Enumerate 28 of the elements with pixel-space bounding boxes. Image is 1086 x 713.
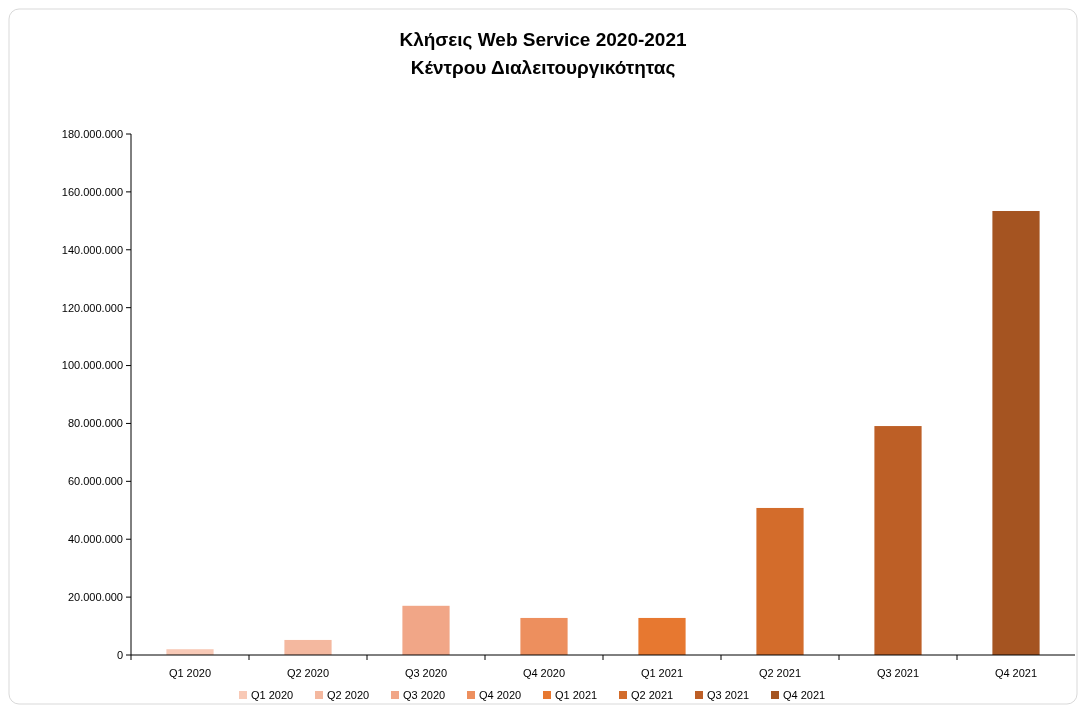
chart-subtitle: Κέντρου Διαλειτουργικότητας xyxy=(410,57,676,78)
legend-label: Q2 2021 xyxy=(631,688,674,701)
legend-label: Q4 2021 xyxy=(783,688,826,701)
y-tick-label: 160.000.000 xyxy=(61,185,123,198)
x-tick-label: Q1 2021 xyxy=(640,667,684,679)
y-tick-label: 140.000.000 xyxy=(61,243,123,256)
x-tick-label: Q4 2021 xyxy=(994,667,1038,679)
x-tick-label: Q3 2020 xyxy=(404,667,448,679)
y-tick-label: 100.000.000 xyxy=(61,359,123,372)
x-tick-label: Q2 2020 xyxy=(286,667,330,679)
legend-label: Q1 2021 xyxy=(555,688,598,701)
y-tick-label: 60.000.000 xyxy=(67,475,123,488)
legend-label: Q3 2021 xyxy=(707,688,750,701)
y-tick-label: 0 xyxy=(116,648,123,661)
y-tick-label: 180.000.000 xyxy=(61,127,123,140)
legend-label: Q3 2020 xyxy=(403,688,446,701)
y-tick-label: 120.000.000 xyxy=(61,301,123,314)
legend-label: Q1 2020 xyxy=(251,688,294,701)
x-tick-label: Q4 2020 xyxy=(522,667,566,679)
y-tick-label: 40.000.000 xyxy=(67,533,123,546)
chart-title: Κλήσεις Web Service 2020-2021 xyxy=(399,29,687,50)
x-tick-label: Q3 2021 xyxy=(876,667,920,679)
legend-label: Q2 2020 xyxy=(327,688,370,701)
x-tick-label: Q2 2021 xyxy=(758,667,802,679)
x-tick-label: Q1 2020 xyxy=(168,667,212,679)
legend-label: Q4 2020 xyxy=(479,688,522,701)
y-tick-label: 80.000.000 xyxy=(67,417,123,430)
y-tick-label: 20.000.000 xyxy=(67,590,123,603)
